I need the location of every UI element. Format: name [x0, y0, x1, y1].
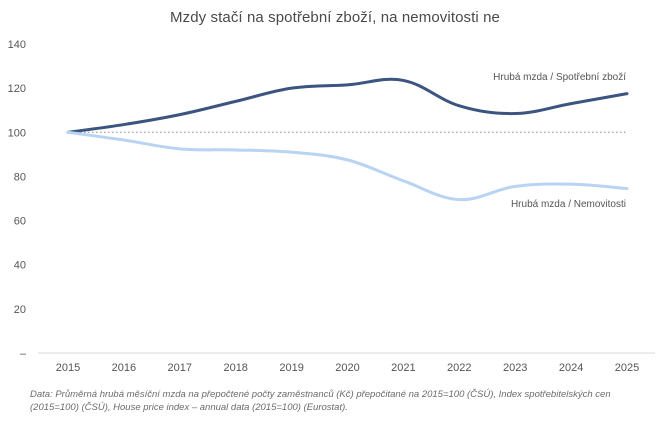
- x-tick-label: 2015: [56, 362, 80, 374]
- series-group: [66, 77, 629, 202]
- x-tick-label: 2016: [112, 362, 136, 374]
- y-tick-label: 20: [14, 304, 26, 316]
- x-tick-label: 2020: [335, 362, 359, 374]
- x-tick-label: 2024: [559, 362, 583, 374]
- y-tick-label: 100: [8, 127, 26, 139]
- x-tick-label: 2019: [279, 362, 303, 374]
- series-label-group: Hrubá mzda / Spotřební zboží Hrubá mzda /…: [493, 72, 626, 210]
- x-tick-label: 2023: [503, 362, 527, 374]
- series-label-real-estate: Hrubá mzda / Nemovitosti: [511, 199, 626, 210]
- series-line-consumer-goods: [66, 77, 629, 134]
- series-label-consumer-goods: Hrubá mzda / Spotřební zboží: [493, 72, 626, 83]
- y-tick-label: 40: [14, 260, 26, 272]
- series-line-real-estate: [66, 130, 629, 202]
- x-tick-label: 2025: [615, 362, 639, 374]
- x-tick-label: 2021: [391, 362, 415, 374]
- y-tick-label: 140: [8, 39, 26, 51]
- x-axis-ticks: 2015 2016 2017 2018 2019 2020 2021 2022 2023 2024…: [56, 362, 639, 374]
- x-tick-label: 2017: [168, 362, 192, 374]
- x-tick-label: 2022: [447, 362, 471, 374]
- y-tick-label: 60: [14, 216, 26, 228]
- y-tick-label: 80: [14, 171, 26, 183]
- source-note: Data: Průměrná hrubá měsíční mzda na pře…: [30, 389, 611, 413]
- y-axis-ticks: – 20 40 60 80 100 120 140: [8, 39, 27, 360]
- y-tick-label: 120: [8, 83, 26, 95]
- x-tick-label: 2018: [223, 362, 247, 374]
- y-tick-label: –: [20, 348, 27, 360]
- chart-title: Mzdy stačí na spotřební zboží, na nemovi…: [170, 9, 500, 26]
